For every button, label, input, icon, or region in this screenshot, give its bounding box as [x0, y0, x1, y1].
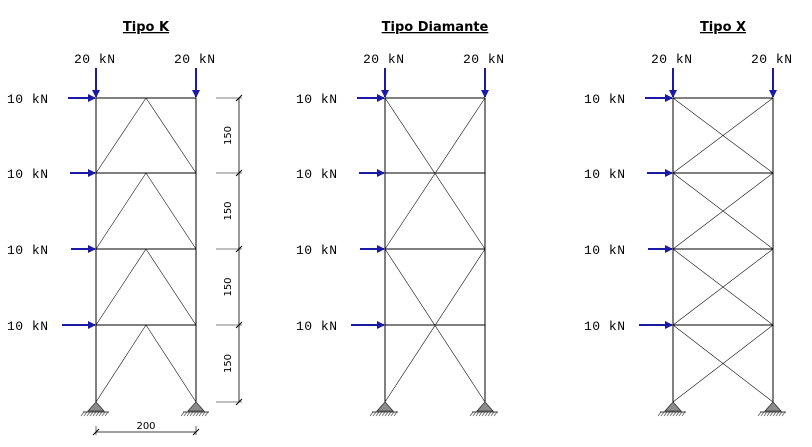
brace [95, 324, 147, 403]
lateral-load-label: 10 kN [296, 167, 338, 182]
lateral-load-label: 10 kN [7, 319, 49, 334]
brace [95, 97, 147, 174]
pin-support [180, 401, 209, 417]
lateral-load-label: 10 kN [7, 167, 49, 182]
story-height-label: 150 [223, 201, 234, 220]
story-height-label: 150 [223, 126, 234, 145]
lateral-load-label: 10 kN [584, 243, 626, 258]
dimensions: 150 150 150 150 200 [92, 94, 243, 436]
brace [672, 172, 774, 250]
lateral-load-label: 10 kN [584, 167, 626, 182]
frame-title: Tipo X [700, 20, 746, 35]
story-height-label: 150 [223, 354, 234, 373]
lateral-load-label: 10 kN [296, 319, 338, 334]
brace [95, 248, 147, 326]
vertical-load-label: 20 kN [651, 52, 693, 67]
frame-diamante: Tipo Diamante 20 kN 20 kN 10 kN 10 kN 10 kN 10… [296, 20, 505, 417]
brace [384, 97, 486, 250]
lateral-load-label: 10 kN [296, 243, 338, 258]
lateral-load-label: 10 kN [7, 92, 49, 107]
pin-support [80, 401, 109, 417]
vertical-load-label: 20 kN [174, 52, 216, 67]
bay-width-label: 200 [136, 421, 155, 432]
vertical-load-label: 20 kN [463, 52, 505, 67]
frame-x: Tipo X 20 kN 20 kN 10 kN 10 kN 10 kN 10 kN [584, 20, 793, 417]
vertical-load-label: 20 kN [363, 52, 405, 67]
story-height-label: 150 [223, 277, 234, 296]
pin-support [469, 401, 498, 417]
pin-support [757, 401, 786, 417]
lateral-load-label: 10 kN [7, 243, 49, 258]
pin-support [369, 401, 398, 417]
brace [672, 324, 774, 403]
frame-title: Tipo Diamante [382, 20, 489, 35]
brace [145, 172, 197, 250]
vertical-load-label: 20 kN [751, 52, 793, 67]
lateral-load-label: 10 kN [584, 92, 626, 107]
frame-title: Tipo K [123, 20, 170, 35]
brace [95, 172, 147, 250]
lateral-load-label: 10 kN [584, 319, 626, 334]
brace [145, 97, 197, 174]
brace [672, 248, 774, 326]
brace [145, 324, 197, 403]
brace [672, 97, 774, 174]
vertical-load-label: 20 kN [74, 52, 116, 67]
brace [384, 248, 486, 403]
lateral-load-label: 10 kN [296, 92, 338, 107]
pin-support [657, 401, 686, 417]
brace [145, 248, 197, 326]
